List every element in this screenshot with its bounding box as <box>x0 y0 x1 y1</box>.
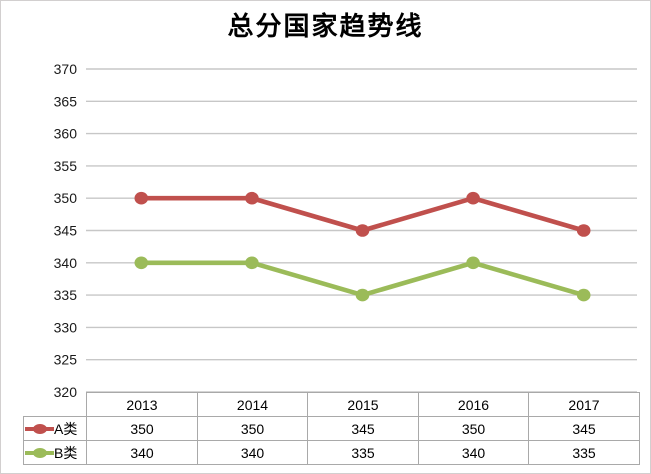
data-point-marker <box>466 256 480 270</box>
data-point-marker <box>134 191 149 205</box>
y-tick-label: 320 <box>54 384 78 400</box>
y-tick-label: 330 <box>54 319 78 335</box>
y-tick-label: 365 <box>54 93 78 109</box>
series-b-legend-key-icon <box>25 446 54 460</box>
year-header-cell: 2016 <box>418 392 529 417</box>
value-cell: 340 <box>418 440 529 465</box>
value-cell: 340 <box>197 440 308 465</box>
data-point-marker <box>355 224 370 237</box>
value-cell: 350 <box>418 416 529 441</box>
year-header-cell: 2013 <box>86 392 198 417</box>
y-tick-label: 325 <box>54 352 78 368</box>
chart-data-table: 2013 2014 2015 2016 2017 A类 350 350 345 … <box>23 392 640 465</box>
y-tick-label: 340 <box>54 255 78 271</box>
table-row-series-a: A类 350 350 345 350 345 <box>23 416 640 441</box>
data-point-marker <box>245 191 259 205</box>
value-cell: 335 <box>307 440 419 465</box>
y-tick-label: 345 <box>54 223 78 239</box>
value-cell: 345 <box>528 416 640 441</box>
year-header-cell: 2015 <box>307 392 419 417</box>
value-cell: 340 <box>86 440 198 465</box>
year-header-cell: 2014 <box>197 392 308 417</box>
y-tick-label: 360 <box>54 126 78 142</box>
value-cell: 335 <box>528 440 640 465</box>
y-tick-label: 355 <box>54 158 78 174</box>
chart-title: 总分国家趋势线 <box>227 11 424 41</box>
table-corner-cell <box>24 393 87 417</box>
data-point-marker <box>466 191 480 205</box>
legend-cell-series-a: A类 <box>23 416 87 441</box>
series-a-legend-key-icon <box>25 422 54 436</box>
year-header-cell: 2017 <box>528 392 640 417</box>
value-cell: 350 <box>86 416 198 441</box>
series-label: B类 <box>54 444 78 461</box>
series-label: A类 <box>54 420 78 437</box>
y-tick-label: 350 <box>54 190 78 206</box>
data-point-marker <box>355 288 370 302</box>
y-tick-label: 370 <box>54 61 78 77</box>
value-cell: 350 <box>197 416 308 441</box>
data-point-marker <box>245 256 259 270</box>
table-row-series-b: B类 340 340 335 340 335 <box>23 440 640 465</box>
value-cell: 345 <box>307 416 419 441</box>
data-point-marker <box>576 224 591 237</box>
data-point-marker <box>134 256 149 270</box>
table-header-row: 2013 2014 2015 2016 2017 <box>24 392 640 417</box>
y-tick-label: 335 <box>54 287 78 303</box>
legend-cell-series-b: B类 <box>23 440 87 465</box>
data-point-marker <box>576 288 591 302</box>
